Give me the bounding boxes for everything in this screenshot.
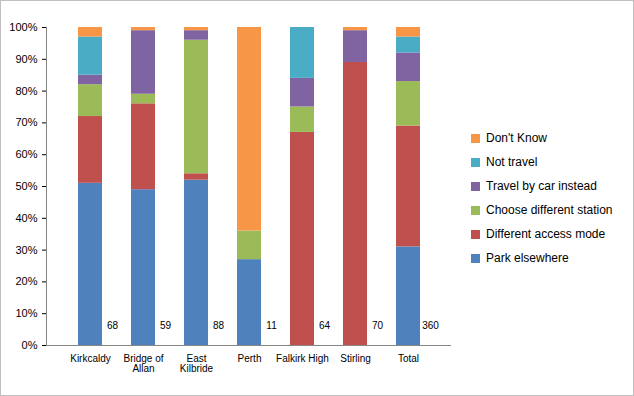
html-text:Choose different station: Choose different station (486, 203, 613, 217)
svg-text:11: 11 (266, 320, 277, 331)
svg-text:88: 88 (213, 320, 225, 331)
html-text:Travel by car instead: Travel by car instead (486, 179, 597, 193)
svg-text:Kirkcaldy: Kirkcaldy (70, 353, 111, 364)
svg-text:0%: 0% (22, 339, 38, 351)
svg-text:40%: 40% (15, 212, 37, 224)
svg-text:50%: 50% (15, 180, 37, 192)
html-text:Not travel: Not travel (486, 155, 538, 169)
html-text:Park elsewhere: Park elsewhere (486, 251, 569, 265)
svg-text:30%: 30% (15, 244, 37, 256)
svg-text:360: 360 (422, 320, 439, 331)
svg-text:Total: Total (398, 353, 419, 364)
svg-text:60%: 60% (15, 148, 37, 160)
svg-text:Perth: Perth (238, 353, 262, 364)
svg-text:64: 64 (319, 320, 331, 331)
svg-text:Stirling: Stirling (340, 353, 371, 364)
svg-text:68: 68 (107, 320, 119, 331)
svg-text:90%: 90% (15, 53, 37, 65)
svg-text:100%: 100% (9, 21, 37, 33)
svg-text:Falkirk High: Falkirk High (276, 353, 329, 364)
html-text:Don't Know: Don't Know (486, 131, 547, 145)
svg-text:80%: 80% (15, 85, 37, 97)
svg-text:10%: 10% (15, 307, 37, 319)
svg-text:20%: 20% (15, 275, 37, 287)
svg-text:70%: 70% (15, 116, 37, 128)
svg-text:59: 59 (160, 320, 172, 331)
html-text:Different access mode: Different access mode (486, 227, 606, 241)
svg-text:Bridge ofAllan: Bridge ofAllan (123, 353, 163, 374)
svg-text:EastKilbride: EastKilbride (180, 353, 214, 374)
svg-text:70: 70 (372, 320, 384, 331)
